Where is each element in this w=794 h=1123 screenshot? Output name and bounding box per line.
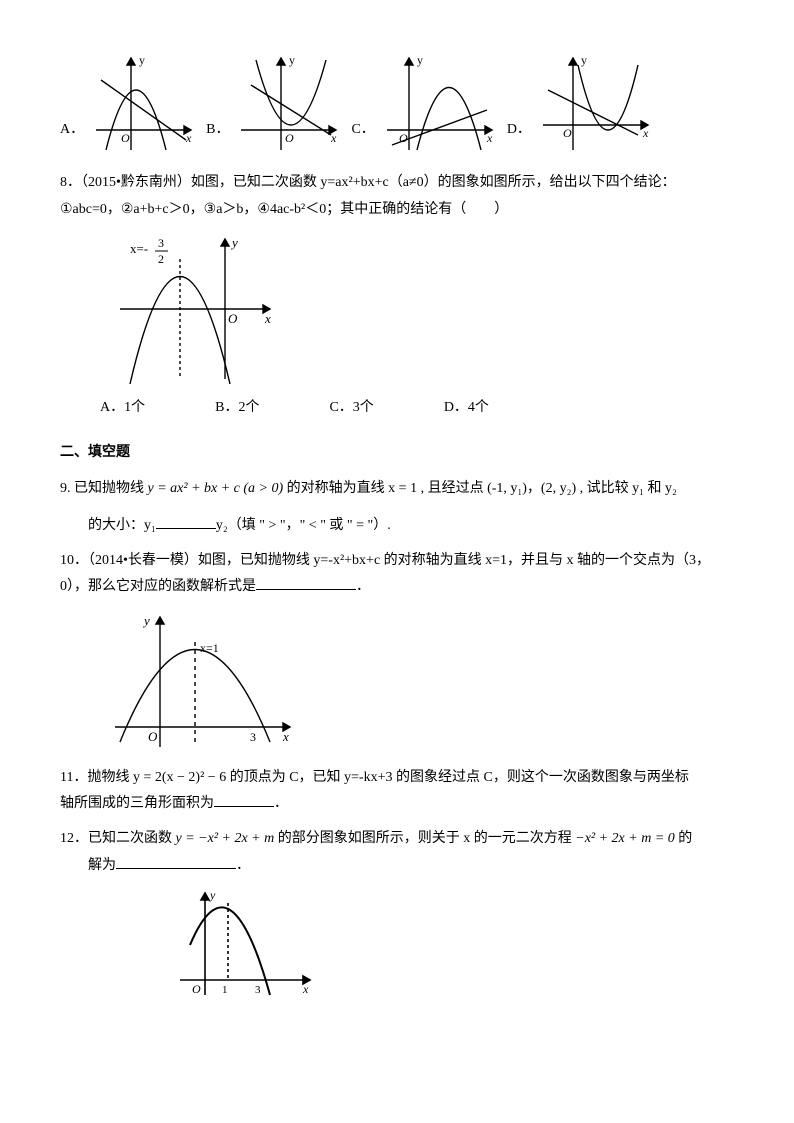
q11-period: ． — [274, 796, 288, 811]
q12-l1b: y = −x² + 2x + m — [176, 831, 275, 846]
q9: 9. 已知抛物线 y = ax² + bx + c (a > 0) 的对称轴为直… — [60, 476, 734, 539]
q9-line1: 9. 已知抛物线 y = ax² + bx + c (a > 0) 的对称轴为直… — [60, 476, 734, 503]
q7-opt-c-label: C． — [351, 117, 374, 144]
q8-graph: x y O x=- 3 2 — [100, 229, 280, 389]
q10-line2: 0），那么它对应的函数解析式是 ． — [60, 574, 734, 601]
q9-l1b: y = ax² + bx + c (a > 0) — [148, 481, 284, 496]
q10-blank[interactable] — [256, 575, 356, 590]
q7-opt-a-label: A． — [60, 117, 84, 144]
q8-figure: x y O x=- 3 2 — [100, 229, 734, 389]
q11: 11．抛物线 y = 2(x − 2)² − 6 的顶点为 C，已知 y=-kx… — [60, 765, 734, 818]
svg-text:O: O — [121, 131, 130, 145]
q9-l2b: y₂（填 " > "，" < " 或 " = "）. — [216, 518, 391, 533]
q12-graph: x y O 1 3 — [170, 885, 320, 1005]
svg-text:O: O — [563, 126, 572, 140]
q12-l2: 解为 — [88, 858, 116, 873]
q9-l2a: 的大小：y₁ — [88, 518, 156, 533]
svg-text:x: x — [264, 311, 271, 326]
svg-text:x: x — [282, 729, 289, 744]
svg-text:O: O — [399, 131, 408, 145]
svg-text:3: 3 — [158, 236, 164, 250]
q7-opt-b-label: B． — [206, 117, 229, 144]
q11-line2: 轴所围成的三角形面积为 ． — [60, 791, 734, 818]
q11-line1: 11．抛物线 y = 2(x − 2)² − 6 的顶点为 C，已知 y=-kx… — [60, 765, 734, 792]
svg-text:y: y — [230, 235, 238, 250]
q7-options: A． x y O B． x y O C． — [60, 50, 734, 160]
svg-text:3: 3 — [255, 984, 261, 996]
q10: 10．（2014•长春一模）如图，已知抛物线 y=-x²+bx+c 的对称轴为直… — [60, 548, 734, 757]
svg-text:3: 3 — [250, 730, 256, 744]
q7-opt-a: A． x y O — [60, 50, 196, 160]
svg-text:O: O — [285, 131, 294, 145]
q11-blank[interactable] — [214, 792, 274, 807]
q12-l1c: 的部分图象如图所示，则关于 x 的一元二次方程 — [274, 831, 575, 846]
q8: 8．（2015•黔东南州）如图，已知二次函数 y=ax²+bx+c（a≠0）的图… — [60, 170, 734, 422]
q10-line1: 10．（2014•长春一模）如图，已知抛物线 y=-x²+bx+c 的对称轴为直… — [60, 548, 734, 575]
q12-l1a: 12．已知二次函数 — [60, 831, 176, 846]
q11-l2: 轴所围成的三角形面积为 — [60, 796, 214, 811]
svg-text:O: O — [228, 311, 238, 326]
q12-l1e: 的 — [675, 831, 693, 846]
q8-opt-b: B．2个 — [215, 395, 259, 422]
svg-text:x: x — [302, 982, 309, 996]
q10-graph: x y O x=1 3 — [100, 607, 300, 757]
q9-l1a: 9. 已知抛物线 — [60, 481, 148, 496]
q12-blank[interactable] — [116, 854, 236, 869]
q12-period: ． — [236, 858, 250, 873]
q8-options: A．1个 B．2个 C．3个 D．4个 — [100, 395, 734, 422]
q10-l2: 0），那么它对应的函数解析式是 — [60, 579, 256, 594]
svg-text:y: y — [139, 53, 145, 67]
svg-text:O: O — [192, 982, 201, 996]
q12: 12．已知二次函数 y = −x² + 2x + m 的部分图象如图所示，则关于… — [60, 826, 734, 1005]
q8-opt-d: D．4个 — [444, 395, 489, 422]
svg-text:x=-: x=- — [130, 241, 148, 256]
svg-text:x: x — [185, 131, 192, 145]
q9-line2: 的大小：y₁ y₂（填 " > "，" < " 或 " = "）. — [88, 513, 734, 540]
q8-opt-c: C．3个 — [329, 395, 373, 422]
section-2-head: 二、填空题 — [60, 440, 734, 467]
svg-text:y: y — [417, 53, 423, 67]
svg-text:x: x — [486, 131, 493, 145]
svg-text:2: 2 — [158, 252, 164, 266]
q7-opt-c: C． x y O — [351, 50, 496, 160]
svg-text:x=1: x=1 — [200, 641, 219, 655]
q10-figure: x y O x=1 3 — [100, 607, 734, 757]
svg-text:y: y — [209, 888, 216, 902]
q9-blank[interactable] — [156, 514, 216, 529]
q9-l1c: 的对称轴为直线 x = 1 , 且经过点 (-1, y₁)，(2, y₂) , … — [283, 481, 677, 496]
q12-figure: x y O 1 3 — [170, 885, 734, 1005]
svg-text:y: y — [142, 613, 150, 628]
svg-text:x: x — [642, 126, 649, 140]
q7-graph-b: x y O — [231, 50, 341, 160]
svg-text:O: O — [148, 729, 158, 744]
q10-period: ． — [356, 579, 370, 594]
q7-opt-b: B． x y O — [206, 50, 341, 160]
q12-line2: 解为 ． — [88, 853, 734, 880]
q7-graph-d: x y O — [533, 50, 653, 160]
q8-opt-a: A．1个 — [100, 395, 145, 422]
svg-text:y: y — [289, 53, 295, 67]
svg-text:1: 1 — [222, 984, 228, 996]
q7-opt-d-label: D． — [507, 117, 531, 144]
q12-l1d: −x² + 2x + m = 0 — [575, 831, 675, 846]
svg-text:x: x — [330, 131, 337, 145]
q7-graph-a: x y O — [86, 50, 196, 160]
q12-line1: 12．已知二次函数 y = −x² + 2x + m 的部分图象如图所示，则关于… — [60, 826, 734, 853]
q8-intro: 8．（2015•黔东南州）如图，已知二次函数 y=ax²+bx+c（a≠0）的图… — [60, 170, 734, 197]
q8-conclusions: ①abc=0，②a+b+c＞0，③a＞b，④4ac-b²＜0；其中正确的结论有（… — [60, 197, 734, 224]
q7-graph-c: x y O — [377, 50, 497, 160]
q7-opt-d: D． x y O — [507, 50, 653, 160]
svg-text:y: y — [581, 53, 587, 67]
